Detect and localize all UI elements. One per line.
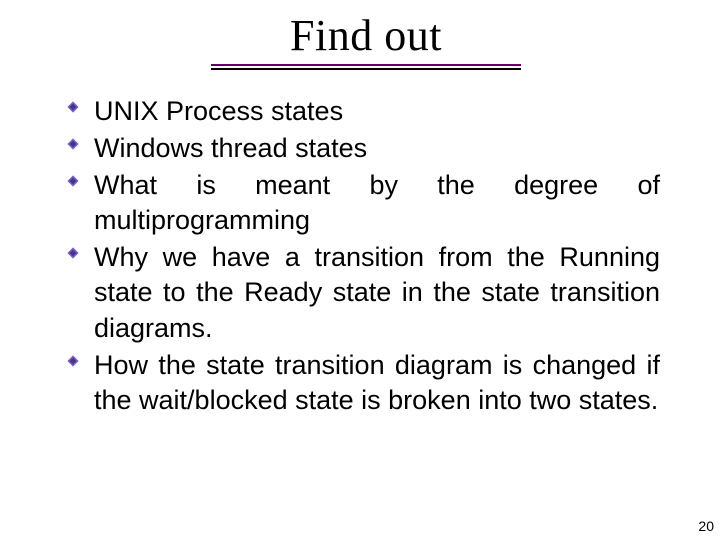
list-item: How the state transition diagram is chan… bbox=[66, 348, 660, 418]
list-item-text: Windows thread states bbox=[94, 133, 367, 163]
list-item-text: What is meant by the degree of multiprog… bbox=[94, 170, 660, 235]
title-area: Find out bbox=[72, 10, 660, 70]
slide-title: Find out bbox=[290, 10, 442, 63]
diamond-bullet-icon bbox=[66, 174, 80, 188]
content-area: UNIX Process states Windows thread states… bbox=[66, 94, 660, 418]
list-item: Windows thread states bbox=[66, 131, 660, 166]
list-item-text: Why we have a transition from the Runnin… bbox=[94, 242, 660, 342]
slide: Find out UNIX Process states Windows thre… bbox=[0, 0, 720, 540]
list-item: UNIX Process states bbox=[66, 94, 660, 129]
bullet-list: UNIX Process states Windows thread states… bbox=[66, 94, 660, 418]
title-underline-subtle bbox=[211, 68, 521, 70]
diamond-bullet-icon bbox=[66, 354, 80, 368]
list-item: What is meant by the degree of multiprog… bbox=[66, 168, 660, 238]
list-item-text: UNIX Process states bbox=[94, 96, 343, 126]
list-item-text: How the state transition diagram is chan… bbox=[94, 350, 660, 415]
list-item: Why we have a transition from the Runnin… bbox=[66, 240, 660, 345]
diamond-bullet-icon bbox=[66, 100, 80, 114]
diamond-bullet-icon bbox=[66, 246, 80, 260]
page-number: 20 bbox=[698, 518, 714, 534]
title-underline bbox=[211, 63, 521, 66]
diamond-bullet-icon bbox=[66, 137, 80, 151]
